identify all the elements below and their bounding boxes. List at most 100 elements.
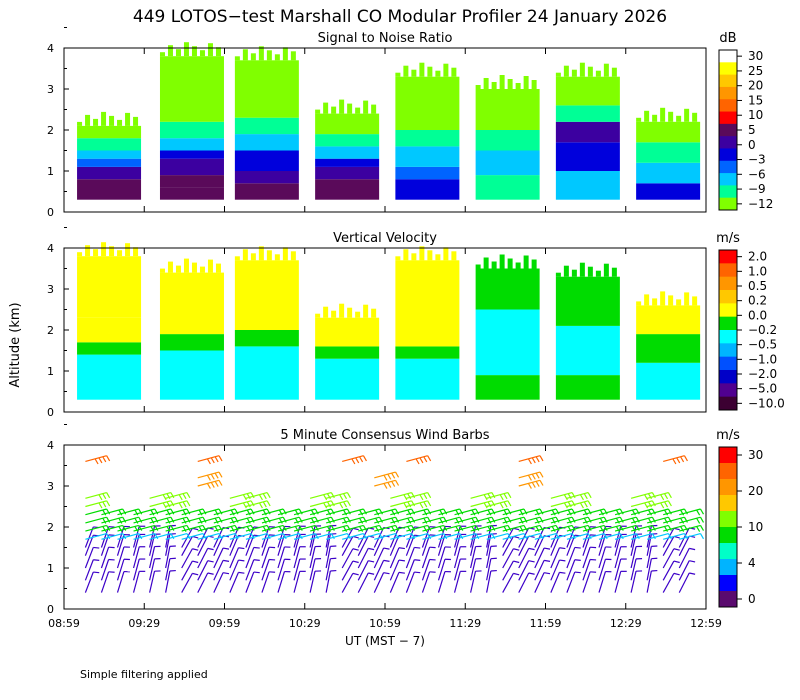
colorbar-swatch <box>719 559 737 576</box>
profile-fringe <box>242 249 248 261</box>
wind-barb <box>245 524 271 532</box>
wind-barb <box>534 547 551 569</box>
wind-barb <box>341 572 359 593</box>
profile-band <box>395 260 460 347</box>
wind-barb <box>213 508 239 516</box>
wind-barb <box>678 547 696 569</box>
colorbar-swatch <box>719 50 737 63</box>
wind-barb <box>566 571 581 593</box>
profile-fringe <box>684 292 690 306</box>
profile-fringe <box>507 258 513 269</box>
wind-barb <box>679 508 705 516</box>
footnote: Simple filtering applied <box>80 668 208 681</box>
profile-fringe <box>191 262 197 273</box>
wind-barb <box>358 533 384 540</box>
wind-barb <box>598 516 624 524</box>
wind-barb <box>325 533 351 540</box>
colorbar-label: −6 <box>748 167 766 181</box>
profile-fringe <box>603 63 609 77</box>
wind-barb <box>165 492 191 501</box>
profile-fringe <box>644 110 650 122</box>
wind-barb <box>598 533 624 540</box>
profile-fringe <box>475 85 481 89</box>
profile-fringe <box>587 266 593 277</box>
colorbar-swatch <box>719 86 737 100</box>
colorbar-label: 0.2 <box>748 294 767 308</box>
wind-barb <box>197 533 223 540</box>
wind-barb <box>614 508 640 516</box>
wind-barb <box>197 516 223 524</box>
profile-fringe <box>531 80 537 89</box>
colorbar-swatch <box>719 356 737 371</box>
wind-barb <box>100 526 115 548</box>
wind-barb <box>389 559 405 581</box>
wind-barb <box>598 558 612 581</box>
colorbar-label: −10.0 <box>748 396 785 410</box>
colorbar-swatch <box>719 111 737 125</box>
profile-band <box>159 150 224 159</box>
wind-barb <box>165 569 176 593</box>
profile-band <box>77 354 142 400</box>
y-tick-label: 2 <box>47 324 54 337</box>
colorbar-label: 30 <box>748 49 763 63</box>
wind-barb <box>325 500 351 509</box>
wind-barb <box>181 548 199 569</box>
wind-barb <box>133 516 159 524</box>
snr-unit: dB <box>719 31 736 46</box>
y-tick-label: 2 <box>47 521 54 534</box>
colorbar-swatch <box>719 511 737 528</box>
wind-barb <box>261 526 276 548</box>
x-axis-title: UT (MST − 7) <box>345 634 425 648</box>
wind-barb <box>229 571 245 593</box>
wind-barb <box>358 516 384 524</box>
profile-band <box>315 113 380 135</box>
wind-barb <box>309 558 322 581</box>
wind-barb <box>149 570 161 593</box>
profile-fringe <box>491 82 497 89</box>
profile-fringe <box>371 308 377 318</box>
wind-barb <box>679 533 705 540</box>
wind-barb <box>486 500 512 509</box>
wind-barb <box>374 508 400 516</box>
wind-barb <box>165 524 191 532</box>
colorbar-swatch <box>719 250 737 264</box>
wind-barb <box>197 508 223 516</box>
profile-fringe <box>451 67 457 77</box>
y-tick-label: 0 <box>47 603 54 616</box>
profile-fringe <box>117 119 123 126</box>
wind-barb <box>261 558 276 581</box>
profile-fringe <box>523 76 529 89</box>
figure-title: 449 LOTOS−test Marshall CO Modular Profi… <box>133 7 667 27</box>
wind-barb <box>470 492 496 501</box>
colorbar-label: −12 <box>748 197 773 211</box>
wind-barb <box>534 516 560 524</box>
wind-barb <box>309 500 335 509</box>
wind-barb <box>502 560 520 581</box>
profile-band <box>395 76 460 130</box>
wind-barb <box>309 570 322 593</box>
x-tick-label: 10:59 <box>369 617 401 630</box>
profile-fringe <box>611 267 617 277</box>
wind-barb <box>630 524 656 532</box>
wind-barb <box>518 560 535 581</box>
wind-barb <box>534 559 551 581</box>
wind-barb <box>630 570 643 593</box>
wind-barb <box>261 516 287 524</box>
profile-fringe <box>290 51 296 61</box>
profile-fringe <box>315 313 321 318</box>
wind-barb <box>149 500 175 509</box>
wind-barb <box>614 558 627 581</box>
profile-fringe <box>531 259 537 269</box>
wind-barb <box>149 558 161 581</box>
colorbar-swatch <box>719 148 737 162</box>
profile-fringe <box>363 100 369 114</box>
profile-fringe <box>133 247 139 257</box>
wind-barb <box>181 533 207 540</box>
profile-band <box>77 342 142 355</box>
wind-barb <box>486 545 497 569</box>
colorbar-swatch <box>719 173 737 186</box>
wind-barb <box>132 570 146 593</box>
profile-fringe <box>93 118 99 126</box>
profile-fringe <box>595 70 601 77</box>
